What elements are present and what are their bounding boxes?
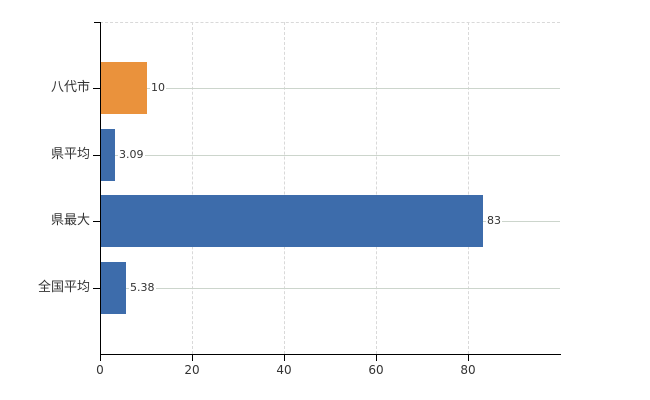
plot-top-border [100,22,560,23]
gridline-vertical [284,22,285,354]
x-tick-label: 60 [368,363,384,377]
x-axis-tick [468,355,469,361]
bar-value-label: 83 [486,214,502,228]
y-axis-tick [93,221,100,222]
y-axis-tick [93,288,100,289]
x-axis-tick [100,355,101,361]
bar [101,129,115,181]
category-label: 県平均 [50,147,90,162]
gridline-horizontal [100,88,560,89]
x-axis-tick [284,355,285,361]
y-axis-tick [93,155,100,156]
bar-value-label: 5.38 [129,281,156,295]
x-tick-label: 40 [276,363,292,377]
x-tick-label: 80 [460,363,476,377]
gridline-vertical [376,22,377,354]
gridline-horizontal [100,288,560,289]
y-axis-line [100,22,101,355]
bar-value-label: 3.09 [118,148,145,162]
category-label: 県最大 [50,213,90,228]
bar-value-label: 10 [150,81,166,95]
gridline-vertical [192,22,193,354]
x-tick-label: 0 [96,363,104,377]
category-label: 全国平均 [37,280,90,295]
x-axis-tick [192,355,193,361]
y-axis-tick [93,88,100,89]
category-label: 八代市 [50,80,90,95]
bar [101,262,126,314]
gridline-horizontal [100,155,560,156]
y-axis-top-tick [94,22,100,23]
x-axis-tick [376,355,377,361]
x-axis-line [100,354,561,355]
bar [101,62,147,114]
bar [101,195,483,247]
x-tick-label: 20 [184,363,200,377]
gridline-vertical [468,22,469,354]
